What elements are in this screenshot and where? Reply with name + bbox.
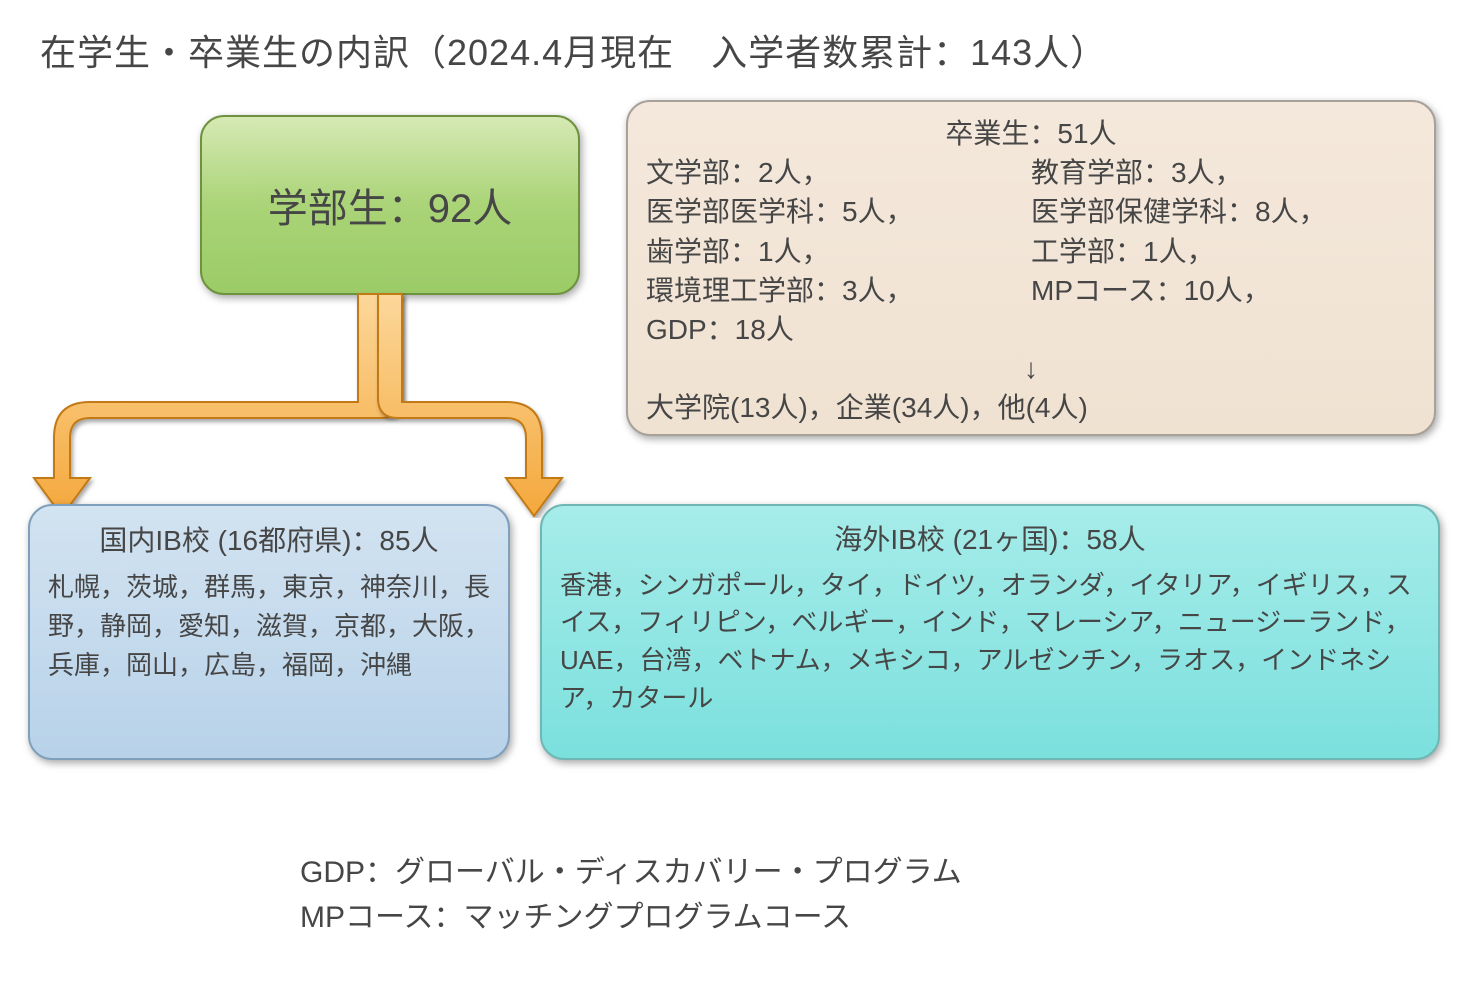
grad-row: 工学部：1人，	[1031, 232, 1416, 271]
domestic-list: 札幌，茨城，群馬，東京，神奈川，長野，静岡，愛知，滋賀，京都，大阪，兵庫，岡山，…	[48, 568, 490, 685]
branch-connector-icon	[18, 288, 578, 518]
graduates-title: 卒業生：51人	[646, 114, 1416, 153]
undergrad-label: 学部生：92人	[268, 176, 513, 234]
overseas-list: 香港，シンガポール，タイ，ドイツ，オランダ，イタリア，イギリス，スイス，フィリピ…	[560, 567, 1420, 718]
grad-row: 歯学部：1人，	[646, 232, 1031, 271]
grad-row: GDP：18人	[646, 310, 1416, 349]
legend: GDP：グローバル・ディスカバリー・プログラム MPコース：マッチングプログラム…	[300, 850, 962, 940]
overseas-ib-box: 海外IB校 (21ヶ国)：58人 香港，シンガポール，タイ，ドイツ，オランダ，イ…	[540, 504, 1440, 760]
domestic-ib-box: 国内IB校 (16都府県)：85人 札幌，茨城，群馬，東京，神奈川，長野，静岡，…	[28, 504, 510, 760]
graduates-body: 文学部：2人， 教育学部：3人， 医学部医学科：5人， 医学部保健学科：8人， …	[646, 153, 1416, 427]
legend-line: MPコース：マッチングプログラムコース	[300, 895, 962, 940]
down-arrow-icon: ↓	[646, 349, 1416, 388]
grad-row: 環境理工学部：3人，	[646, 271, 1031, 310]
grad-row: 教育学部：3人，	[1031, 153, 1416, 192]
graduates-box: 卒業生：51人 文学部：2人， 教育学部：3人， 医学部医学科：5人， 医学部保…	[626, 100, 1436, 436]
grad-row: MPコース：10人，	[1031, 271, 1416, 310]
grad-destinations: 大学院(13人)，企業(34人)，他(4人)	[646, 388, 1416, 427]
legend-line: GDP：グローバル・ディスカバリー・プログラム	[300, 850, 962, 895]
undergrad-box: 学部生：92人	[200, 115, 580, 295]
grad-row: 医学部保健学科：8人，	[1031, 192, 1416, 231]
domestic-title: 国内IB校 (16都府県)：85人	[48, 520, 490, 562]
overseas-title: 海外IB校 (21ヶ国)：58人	[560, 520, 1420, 561]
grad-row: 文学部：2人，	[646, 153, 1031, 192]
grad-row: 医学部医学科：5人，	[646, 192, 1031, 231]
page-title: 在学生・卒業生の内訳（2024.4月現在 入学者数累計：143人）	[40, 24, 1107, 76]
